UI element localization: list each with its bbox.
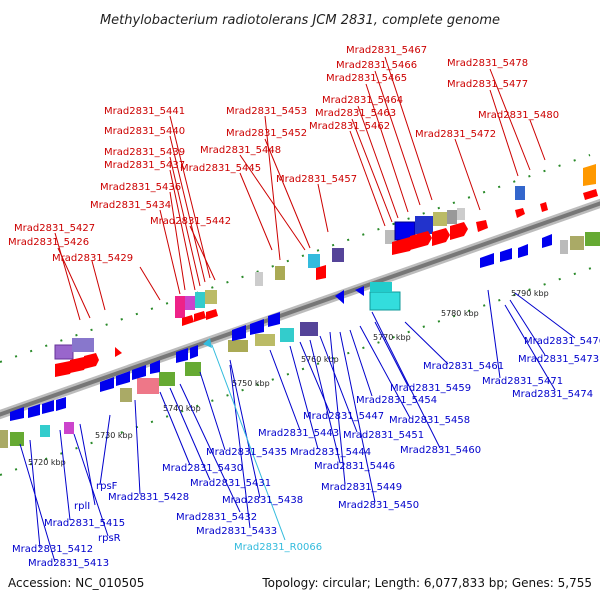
gene-label: rpsF xyxy=(96,481,118,492)
gene-label: Mrad2831_5429 xyxy=(52,253,133,264)
gene-label-rna: Mrad2831_R0066 xyxy=(234,542,322,553)
feature-track-lower xyxy=(0,232,600,448)
gene-label: Mrad2831_5478 xyxy=(447,58,528,69)
gene-label: Mrad2831_5452 xyxy=(226,128,307,139)
gene-label: Mrad2831_5446 xyxy=(314,461,395,472)
scale-tick-label: 5740 kbp xyxy=(163,404,201,413)
gene-label: Mrad2831_5444 xyxy=(290,447,371,458)
gene-label: Mrad2831_5463 xyxy=(315,108,396,119)
gene-label: Mrad2831_5415 xyxy=(44,518,125,529)
gene-label: Mrad2831_5477 xyxy=(447,79,528,90)
gene-label: Mrad2831_5464 xyxy=(322,95,403,106)
gene-label: Mrad2831_5440 xyxy=(104,126,185,137)
gene-label: Mrad2831_5436 xyxy=(100,182,181,193)
gene-label: Mrad2831_5439 xyxy=(104,147,185,158)
leader-lines-top xyxy=(54,56,546,321)
gene-label: Mrad2831_5462 xyxy=(309,121,390,132)
gene-label: Mrad2831_5430 xyxy=(162,463,243,474)
gene-labels-top: Mrad2831_5467 Mrad2831_5466 Mrad2831_546… xyxy=(8,45,559,264)
gene-label: Mrad2831_5431 xyxy=(190,478,271,489)
gene-label: Mrad2831_5471 xyxy=(482,376,563,387)
scale-tick-label: 5780 kbp xyxy=(441,309,479,318)
reverse-strand-genes xyxy=(10,234,552,421)
gene-label: Mrad2831_5448 xyxy=(200,145,281,156)
scale-tick-label: 5750 kbp xyxy=(232,379,270,388)
map-title: Methylobacterium radiotolerans JCM 2831,… xyxy=(100,13,500,28)
gene-label: Mrad2831_5466 xyxy=(336,60,417,71)
genome-backbone xyxy=(0,198,600,420)
gene-label: Mrad2831_5460 xyxy=(400,445,481,456)
gene-label: Mrad2831_5443 xyxy=(258,428,339,439)
scale-labels: 5720 kbp 5730 kbp 5740 kbp 5750 kbp 5760… xyxy=(28,289,549,467)
gene-label: Mrad2831_5476 xyxy=(524,336,600,347)
gene-label: Mrad2831_5413 xyxy=(28,558,109,569)
gene-label: Mrad2831_5480 xyxy=(478,110,559,121)
gene-label: Mrad2831_5458 xyxy=(389,415,470,426)
gene-label: Mrad2831_5442 xyxy=(150,216,231,227)
gene-label: Mrad2831_5473 xyxy=(518,354,599,365)
gene-label: Mrad2831_5472 xyxy=(415,129,496,140)
gene-label: rplI xyxy=(74,501,90,512)
gene-label: Mrad2831_5459 xyxy=(390,383,471,394)
gene-label: Mrad2831_5434 xyxy=(90,200,171,211)
rna-marker xyxy=(203,338,212,348)
scale-tick-label: 5770 kbp xyxy=(373,333,411,342)
gene-label: Mrad2831_5467 xyxy=(346,45,427,56)
leader-lines-bottom xyxy=(19,289,576,563)
gene-label: Mrad2831_5465 xyxy=(326,73,407,84)
scale-tick-label: 5760 kbp xyxy=(301,355,339,364)
rna-leader-line xyxy=(211,344,286,541)
feature-track-upper xyxy=(54,164,598,377)
scale-tick-label: 5720 kbp xyxy=(28,458,66,467)
gene-label: Mrad2831_5412 xyxy=(12,544,93,555)
scale-tick-label: 5790 kbp xyxy=(511,289,549,298)
gene-labels-bottom: Mrad2831_5476 Mrad2831_5473 Mrad2831_547… xyxy=(12,336,600,569)
gene-label: Mrad2831_5428 xyxy=(108,492,189,503)
gene-label: Mrad2831_5454 xyxy=(356,395,437,406)
gene-label: Mrad2831_5457 xyxy=(276,174,357,185)
gene-label: Mrad2831_5474 xyxy=(512,389,593,400)
gene-label: Mrad2831_5453 xyxy=(226,106,307,117)
gene-label: Mrad2831_5426 xyxy=(8,237,89,248)
gene-label: Mrad2831_5449 xyxy=(321,482,402,493)
gene-label: Mrad2831_5433 xyxy=(196,526,277,537)
gene-label: Mrad2831_5447 xyxy=(303,411,384,422)
gene-label: Mrad2831_5445 xyxy=(180,163,261,174)
gene-label: Mrad2831_5438 xyxy=(222,495,303,506)
gene-label: Mrad2831_5427 xyxy=(14,223,95,234)
gene-label: Mrad2831_5435 xyxy=(206,447,287,458)
gene-label: Mrad2831_5451 xyxy=(343,430,424,441)
gene-label: Mrad2831_5461 xyxy=(423,361,504,372)
scale-tick-rows xyxy=(0,154,600,476)
gene-label: Mrad2831_5432 xyxy=(176,512,257,523)
gene-label: rpsR xyxy=(98,533,121,544)
gene-label: Mrad2831_5441 xyxy=(104,106,185,117)
scale-tick-label: 5730 kbp xyxy=(95,431,133,440)
accession-text: Accession: NC_010505 xyxy=(8,576,144,590)
gene-label: Mrad2831_5437 xyxy=(104,160,185,171)
gene-label: Mrad2831_5450 xyxy=(338,500,419,511)
topology-summary: Topology: circular; Length: 6,077,833 bp… xyxy=(261,576,592,590)
